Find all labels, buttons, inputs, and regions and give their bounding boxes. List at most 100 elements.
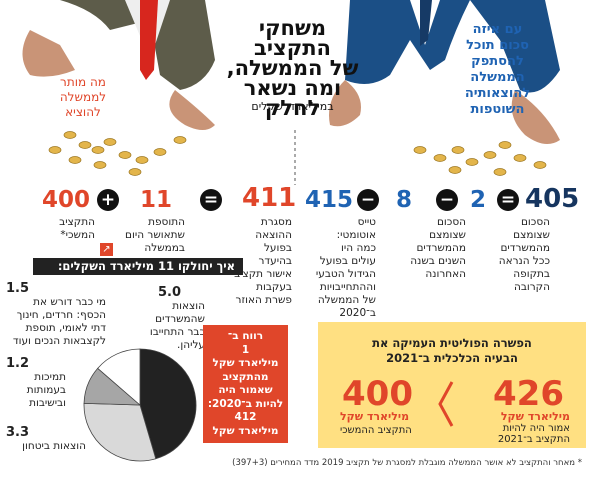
label-line: הקרובה: [513, 281, 550, 293]
label-line: הסכום: [520, 216, 550, 228]
right-hand-of-left-figure-icon: [169, 90, 215, 130]
label-line: ככל הנראה: [498, 255, 550, 267]
value-415: 415: [305, 187, 354, 213]
desc-400: התקציב ההמשכי: [340, 425, 412, 436]
title-line: משחקי: [258, 16, 327, 40]
value-411: 411: [242, 183, 297, 213]
right-hand-icon: [511, 90, 560, 144]
box-line: 1: [241, 343, 250, 356]
question-line: מה מותר: [60, 75, 106, 89]
question-line: סכום תוכל: [466, 38, 529, 53]
label-11: התוספת שתאושר היום בממשלה: [105, 216, 185, 255]
label-line: השנים בשנה: [410, 255, 466, 267]
illustration-hands: [22, 0, 560, 185]
pie-slice: [139, 348, 197, 460]
question-line: השוטפות: [470, 102, 525, 117]
pie-label-5: הוצאות שהמשרדים כבר התחייבו עליהן.: [130, 300, 205, 352]
label-line: בעמותות: [26, 384, 66, 396]
label-line: שצומצם: [429, 229, 466, 241]
value-405: 405: [525, 184, 580, 214]
pie-label-1-5: מי כבר דורש את הכסף: חרדים, חינוך דתי לא…: [6, 296, 106, 348]
unit-400: מיליארד שקל: [340, 410, 410, 423]
distribution-banner: איך יחולקו 11 מיליארד השקלים:: [33, 258, 243, 275]
label-line: דתי לאומי, תוספת: [25, 322, 106, 334]
box-line: מהתקציב: [222, 370, 269, 383]
desc-line: אמור היה להיות: [502, 423, 570, 434]
value-11: 11: [140, 187, 173, 213]
label-400: התקציב המשכי*: [30, 216, 95, 242]
label-line: מסגרת: [260, 216, 292, 228]
value-8: 8: [396, 187, 413, 213]
label-line: ובישיבות: [29, 397, 66, 409]
title-subtitle: במיליארדי שקלים: [251, 100, 334, 113]
label-line: פשרת האוזר: [235, 294, 292, 306]
heading-line: הפשרה הפוליטית העמיקה את: [372, 336, 532, 350]
question-line: להוציא: [65, 105, 101, 119]
pie-value-1-5: 1.5: [6, 281, 30, 296]
equals-icon: =: [200, 189, 222, 211]
profit-box: רווח ב־ 1 מיליארד שקל מהתקציב שאמור היה …: [203, 325, 288, 443]
compromise-box: הפשרה הפוליטית העמיקה את הבעיה הכלכלית ב…: [318, 322, 586, 448]
pie-slice: [83, 402, 157, 462]
label-line: שצומצם: [513, 229, 550, 241]
pie-slice: [97, 348, 141, 406]
title-line: לחלק: [264, 96, 321, 120]
question-line: לממשלה: [59, 90, 107, 104]
title-line: של הממשלה,: [226, 56, 359, 80]
label-line: המשכי*: [60, 229, 95, 241]
pie-label-1-2: תמיכות בעמותות ובישיבות: [6, 371, 66, 410]
label-line: בפועל: [263, 242, 292, 254]
box-line: להיות ב־2020:: [207, 397, 284, 410]
pie-label-3-3: הוצאות ביטחון: [22, 440, 86, 452]
question-line: להוצאותיה: [464, 86, 531, 101]
label-line: בהיעדר: [258, 255, 292, 267]
value-2: 2: [470, 187, 487, 213]
right-tie-icon: [420, 0, 432, 46]
label-line: האחרונה: [425, 268, 466, 280]
right-arm-icon: [470, 0, 560, 93]
label-line: של הממשלה: [317, 294, 376, 306]
label-411: מסגרת ההוצאה בפועל בהיעדר אישור תקציב בע…: [222, 216, 292, 307]
equals-icon: =: [497, 189, 519, 211]
left-suit-icon: [60, 0, 215, 90]
label-8: הסכום שצומצם מהמשרדים השנים בשנה האחרונה: [378, 216, 466, 281]
heading-line: הבעיה הכלכלית ב־2021: [386, 351, 518, 365]
pie-value-3-3: 3.3: [6, 425, 30, 440]
label-line: עולים בפועל: [319, 255, 376, 267]
label-line: טייס: [357, 216, 376, 228]
label-line: שתאושר היום: [125, 229, 185, 241]
box-line: רווח ב־: [227, 330, 264, 342]
label-line: בעקבות: [256, 281, 292, 293]
label-line: לקצבאות הנכים ועוד: [12, 335, 106, 347]
unit-426: מיליארד שקל: [500, 410, 570, 423]
plus-icon: +: [97, 189, 119, 211]
question-left: מה מותר לממשלה להוציא: [48, 75, 118, 120]
question-right: עם איזה סכום תוכל להסתפק הממשלה להוצאותי…: [450, 22, 545, 118]
question-line: להסתפק: [471, 54, 524, 69]
label-line: בתקופה: [513, 268, 550, 280]
pie-chart: [83, 348, 197, 462]
label-line: אישור תקציב: [234, 268, 292, 280]
label-line: הסכום: [436, 216, 466, 228]
compromise-heading: הפשרה הפוליטית העמיקה את הבעיה הכלכלית ב…: [318, 336, 586, 366]
label-line: מי כבר דורש את: [33, 296, 106, 308]
label-line: תמיכות: [34, 371, 66, 383]
box-line: שאמור היה: [218, 384, 273, 396]
label-line: התוספת: [148, 216, 185, 228]
coin-icon: [48, 131, 547, 176]
label-415: טייס אוטומטי: כמה היו עולים בפועל הגידול…: [298, 216, 376, 320]
left-tie-icon: [140, 0, 158, 80]
minus-icon: −: [357, 189, 379, 211]
pie-value-5: 5.0: [158, 285, 182, 300]
desc-426: אמור היה להיות התקציב ב־2021: [498, 423, 570, 445]
title-line: התקציב: [254, 36, 331, 60]
value-400-yellow: 400: [342, 374, 413, 414]
label-line: הגידול הטבעי: [315, 268, 376, 280]
label-line: ב־2020: [339, 307, 376, 319]
pie-value-1-2: 1.2: [6, 356, 30, 371]
label-line: מהמשרדים: [500, 242, 550, 254]
label-2: הסכום שצומצם מהמשרדים ככל הנראה בתקופה ה…: [470, 216, 550, 294]
question-line: עם איזה: [472, 22, 523, 37]
box-line: 412: [234, 411, 257, 423]
right-suit-icon: [345, 0, 470, 84]
